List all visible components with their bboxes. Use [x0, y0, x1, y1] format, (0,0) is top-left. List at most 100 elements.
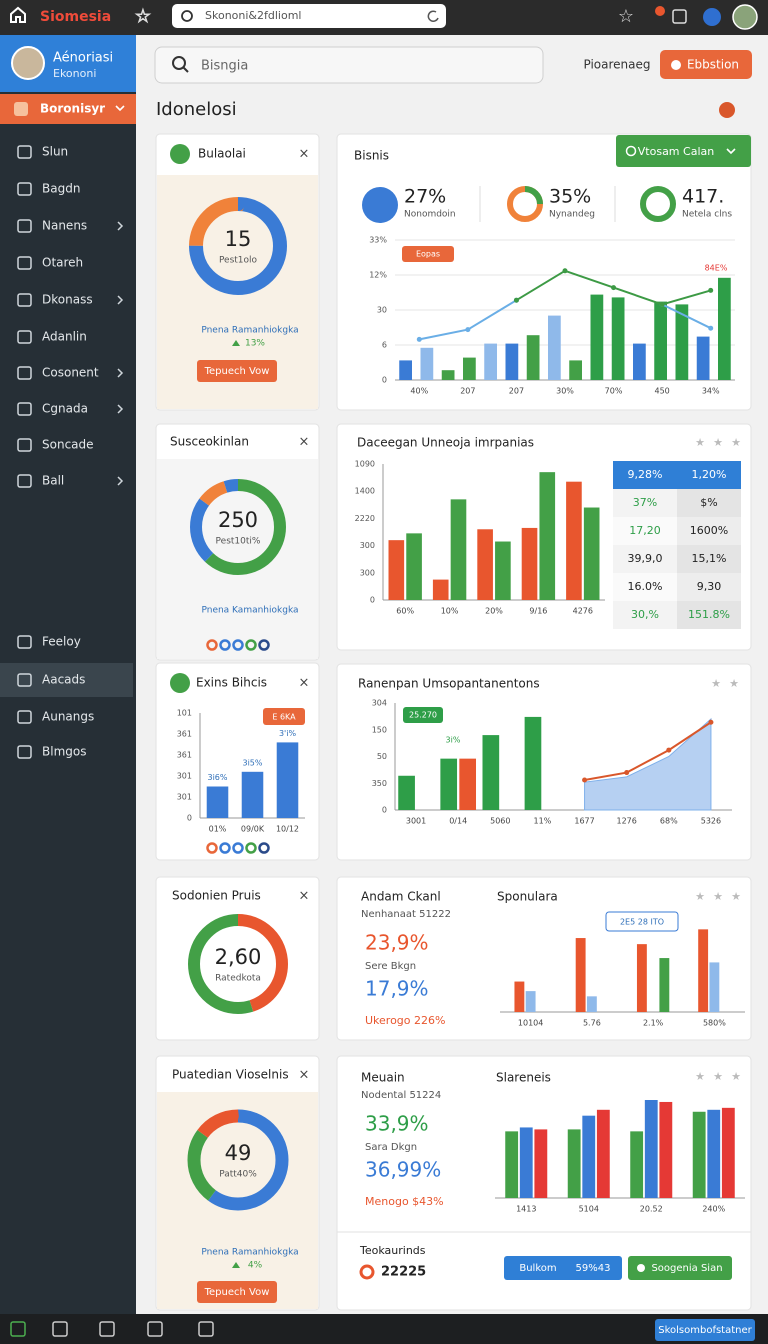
chart-tag: 84E%: [705, 264, 728, 273]
x-tick-label: 9/16: [529, 607, 547, 616]
bar: [566, 481, 582, 600]
y-tick-label: 361: [177, 730, 192, 739]
search-box[interactable]: [154, 46, 544, 84]
donut-caption: Ratedkota: [215, 974, 261, 984]
bar: [398, 775, 415, 810]
card-button-label: Tepuech Vow: [204, 366, 270, 377]
bookmark-icon[interactable]: ☆: [134, 6, 151, 28]
y-tick-label: 2220: [355, 514, 375, 523]
menu-item[interactable]: Soncade: [42, 438, 94, 452]
taskbar-icon[interactable]: [198, 1321, 214, 1337]
donut-value: 250: [218, 508, 258, 532]
card-body: [157, 459, 318, 659]
menu-item[interactable]: Cgnada: [42, 402, 88, 416]
badge-label: 25.270: [409, 711, 437, 720]
y-tick-label: 0: [382, 376, 387, 385]
taskbar-icon[interactable]: [147, 1321, 163, 1337]
home-icon[interactable]: [10, 6, 26, 23]
menu-icon: [17, 438, 32, 452]
x-tick-label: 5.76: [583, 1019, 601, 1028]
bar: [698, 929, 709, 1012]
close-button[interactable]: ×: [299, 435, 310, 450]
menu-icon: [14, 102, 28, 116]
reload-icon[interactable]: [427, 10, 439, 22]
menu-item[interactable]: Slun: [42, 145, 68, 159]
menu-item[interactable]: Blmgos: [42, 745, 86, 759]
bar: [583, 507, 600, 600]
footer-button[interactable]: [628, 1256, 732, 1280]
chevron-down: [726, 148, 736, 155]
menu-item[interactable]: Adanlin: [42, 330, 87, 344]
search-icon: [182, 66, 189, 73]
extension-icon[interactable]: [672, 9, 687, 24]
table-cell-text: 30,%: [631, 608, 659, 621]
card-title: Exins Bihcis: [196, 676, 267, 690]
close-button[interactable]: ×: [299, 147, 310, 162]
avatar[interactable]: [732, 4, 758, 30]
y-tick-label: 0: [370, 596, 375, 605]
badge: [605, 911, 679, 932]
bar: [644, 1100, 658, 1198]
menu-icon: [17, 219, 32, 233]
card-title: Andam Ckanl: [361, 890, 441, 904]
footer-icon: [359, 1264, 375, 1280]
table-cell-text: 39,9,0: [628, 552, 663, 565]
table-cell-text: 9,28%: [628, 468, 663, 481]
card-button[interactable]: [197, 360, 277, 382]
table-cell: [613, 573, 677, 601]
card-button-label: Tepuech Vow: [204, 1287, 270, 1298]
dropdown[interactable]: [616, 135, 751, 167]
close-button[interactable]: ×: [299, 889, 310, 904]
bar: [514, 981, 525, 1012]
menu-item[interactable]: Aunangs: [42, 710, 94, 724]
badge: [403, 707, 443, 723]
line-point: [708, 287, 714, 293]
menu-item[interactable]: Otareh: [42, 256, 83, 270]
menu-item[interactable]: Bagdn: [42, 182, 80, 196]
active-menu-label: Boronisyr: [40, 102, 105, 116]
line-point: [562, 268, 568, 274]
donut-segment: [190, 479, 286, 575]
legend-dot: [219, 639, 231, 651]
menu-item[interactable]: Aacads: [42, 673, 85, 687]
y-tick-label: 1090: [355, 460, 375, 469]
card-button[interactable]: [197, 1281, 277, 1303]
bar: [505, 1131, 519, 1198]
x-tick-label: 1413: [516, 1205, 536, 1214]
profile-icon[interactable]: [703, 8, 721, 26]
legend-dot: [245, 842, 257, 854]
x-tick-label: 68%: [660, 817, 678, 826]
taskbar-button[interactable]: [655, 1319, 755, 1341]
table-cell-text: 37%: [633, 496, 657, 509]
chevron-right: [117, 404, 124, 414]
menu-item[interactable]: Cosonent: [42, 366, 99, 380]
page-heading: Idonelosi: [156, 99, 237, 120]
table-cell: [677, 517, 741, 545]
bar: [718, 277, 731, 380]
taskbar-icon[interactable]: [52, 1321, 68, 1337]
close-button[interactable]: ×: [299, 676, 310, 691]
donut-segment: [190, 479, 286, 575]
address-bar[interactable]: [172, 4, 446, 28]
legend-dot: [258, 639, 270, 651]
star-icon: ★: [713, 436, 723, 449]
menu-item[interactable]: Ball: [42, 474, 64, 488]
header-link[interactable]: Pioarenaeg: [583, 58, 650, 72]
x-tick-label: 30%: [556, 387, 574, 396]
taskbar-icon[interactable]: [10, 1321, 26, 1337]
card-title: Meuain: [361, 1071, 405, 1085]
favorite-icon[interactable]: ☆: [618, 6, 634, 27]
badge-label: E 6KA: [272, 713, 296, 722]
footer-button[interactable]: [504, 1256, 622, 1280]
menu-item[interactable]: Feeloy: [42, 635, 81, 649]
menu-item[interactable]: Nanens: [42, 219, 87, 233]
kpi-label: Nynandeg: [549, 210, 595, 220]
close-button[interactable]: ×: [299, 1068, 310, 1083]
table-cell-text: $%: [700, 496, 717, 509]
menu-item[interactable]: Dkonass: [42, 293, 93, 307]
table-cell: [677, 489, 741, 517]
taskbar-icon[interactable]: [99, 1321, 115, 1337]
primary-button[interactable]: [660, 50, 752, 79]
bar: [709, 962, 720, 1012]
